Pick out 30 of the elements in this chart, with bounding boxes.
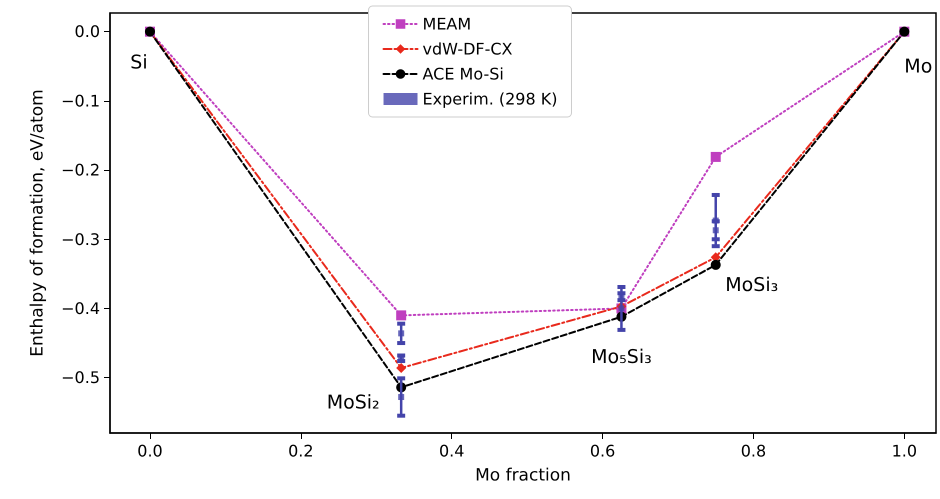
x-tick-label: 0.6 <box>590 442 616 460</box>
annotation: MoSi₂ <box>326 391 380 414</box>
y-tick-label: −0.4 <box>61 298 100 318</box>
x-tick-label: 0.0 <box>137 442 163 460</box>
x-tick-label: 0.2 <box>288 442 314 460</box>
point <box>710 152 721 162</box>
point <box>712 227 719 234</box>
annotation: Mo₅Si₃ <box>591 346 652 368</box>
y-tick-label: −0.3 <box>61 230 100 249</box>
y-tick-label: −0.5 <box>61 368 100 388</box>
point <box>398 330 404 336</box>
y-tick-label: −0.2 <box>61 160 100 180</box>
annotation: MoSi₃ <box>725 274 778 296</box>
y-tick-label: 0.0 <box>74 22 100 42</box>
x-tick-label: 0.4 <box>438 442 464 460</box>
legend-label: ACE Mo-Si <box>422 64 504 84</box>
point <box>710 260 721 270</box>
x-axis-title: Mo fraction <box>475 466 571 486</box>
point <box>398 394 404 400</box>
annotation: Si <box>130 52 148 74</box>
x-tick-label: 0.8 <box>740 442 766 460</box>
x-tick-label: 1.0 <box>892 442 918 460</box>
y-tick-label: −0.1 <box>61 91 100 110</box>
y-axis-title: Enthalpy of formation, eV/atom <box>28 89 48 357</box>
legend-label: Experim. (298 K) <box>422 90 558 108</box>
legend-label: MEAM <box>422 14 472 34</box>
point <box>396 362 406 373</box>
annotation: Mo <box>904 56 932 78</box>
point <box>396 310 406 320</box>
legend-label: vdW-DF-CX <box>422 40 513 58</box>
